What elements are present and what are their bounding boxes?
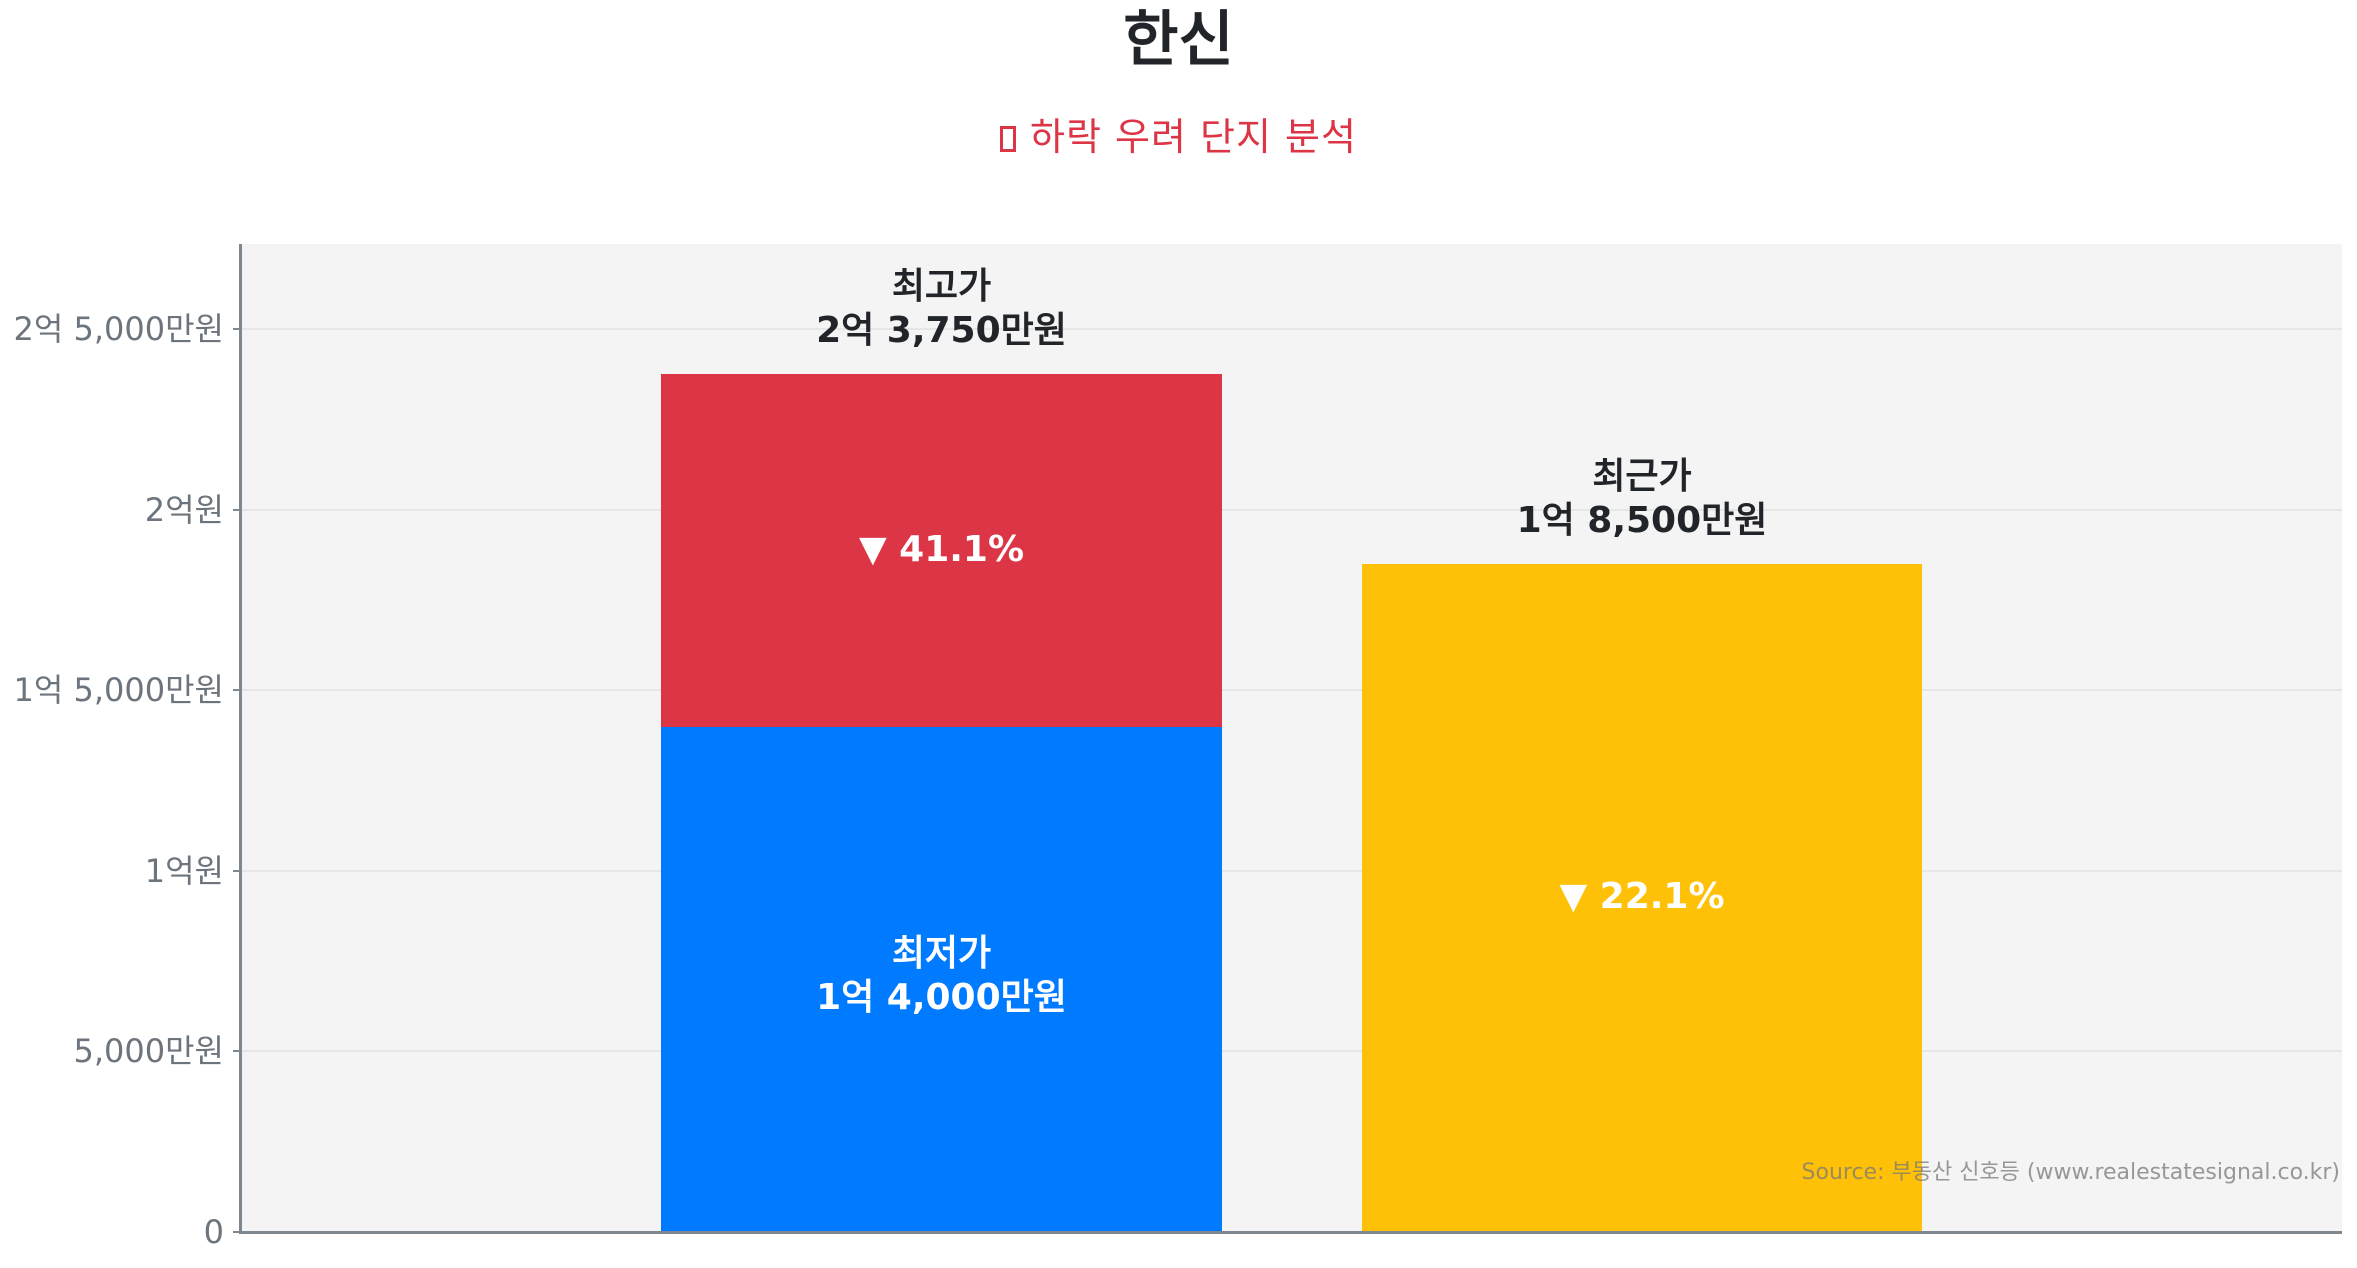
low-price-title: 최저가 — [891, 933, 992, 974]
plot-area — [241, 244, 2342, 1232]
missing-glyph-icon — [1000, 126, 1017, 152]
source-attribution: Source: 부동산 신호등 (www.realestatesignal.co… — [1801, 1160, 2340, 1185]
y-tick-10000 — [233, 870, 240, 872]
recent-price-title: 최근가 — [1592, 456, 1692, 497]
chart-subtitle: 하락 우려 단지 분석 — [0, 112, 2357, 162]
y-tick-label: 0 — [203, 1213, 224, 1251]
recent-drop-percent: ▼ 22.1% — [1559, 876, 1725, 917]
gridline-25000 — [241, 328, 2342, 330]
y-tick-20000 — [233, 509, 240, 511]
low-price-value: 1억 4,000만원 — [816, 977, 1067, 1018]
subtitle-text: 하락 우려 단지 분석 — [1030, 115, 1357, 159]
high-price-value: 2억 3,750만원 — [816, 310, 1067, 351]
gridline-5000 — [241, 1050, 2342, 1052]
y-tick-label: 1억 5,000만원 — [13, 671, 224, 709]
high-price-title: 최고가 — [891, 266, 992, 307]
low-price-label: 최저가 1억 4,000만원 — [661, 932, 1222, 1020]
y-tick-0 — [233, 1231, 240, 1233]
y-tick-25000 — [233, 328, 240, 330]
bar-high-price-diff — [661, 374, 1222, 727]
y-tick-label: 5,000만원 — [73, 1032, 225, 1070]
high-price-label: 최고가 2억 3,750만원 — [661, 265, 1222, 353]
bar-low-price — [661, 727, 1222, 1232]
chart-title: 한신 — [1123, 5, 1234, 75]
high-drop-percent: ▼ 41.1% — [858, 529, 1025, 570]
y-tick-label: 1억원 — [144, 852, 224, 890]
y-tick-5000 — [233, 1050, 240, 1052]
bar-recent-price — [1362, 564, 1922, 1232]
gridline-10000 — [241, 870, 2342, 872]
gridline-20000 — [241, 509, 2342, 511]
x-axis-line — [239, 1231, 2342, 1234]
recent-price-label: 최근가 1억 8,500만원 — [1362, 455, 1922, 543]
y-tick-15000 — [233, 689, 240, 691]
y-tick-label: 2억원 — [144, 491, 224, 529]
gridline-15000 — [241, 689, 2342, 691]
y-axis-line — [239, 244, 242, 1234]
recent-price-value: 1억 8,500만원 — [1516, 500, 1768, 541]
y-tick-label: 2억 5,000만원 — [13, 310, 224, 348]
